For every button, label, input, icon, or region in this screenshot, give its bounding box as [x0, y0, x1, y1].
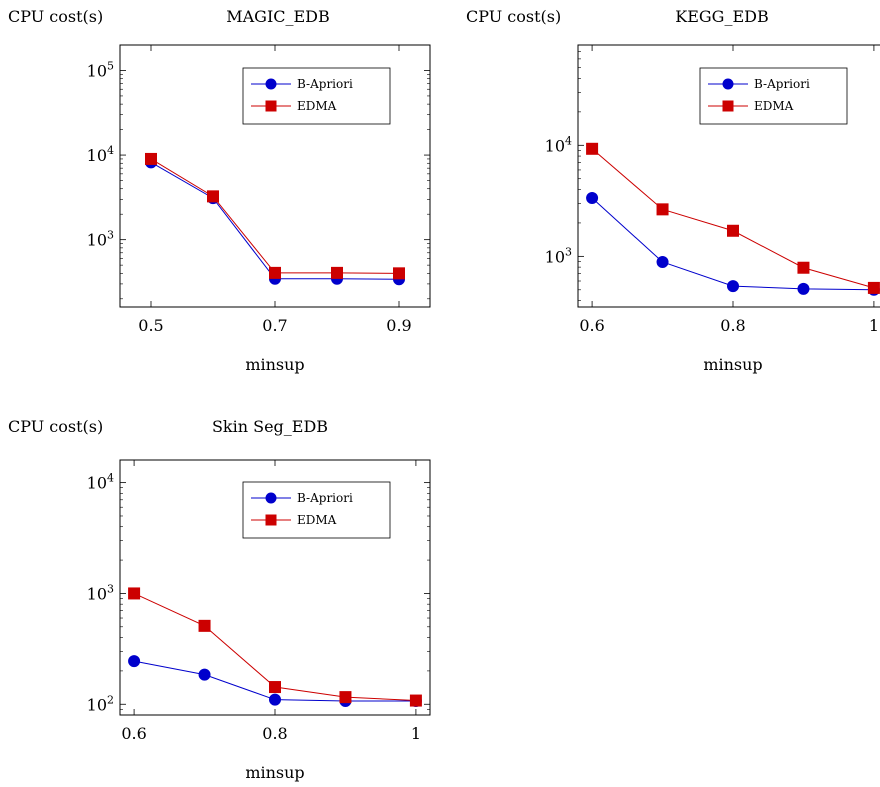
legend-label-b-apriori: B-Apriori [297, 491, 353, 505]
series-b-apriori [586, 192, 880, 296]
legend-box [242, 481, 391, 539]
y-tick-label: 103 [87, 582, 114, 603]
series-line-edma [150, 158, 400, 274]
x-tick-label: 0.9 [386, 316, 411, 335]
data-point-edma [145, 152, 157, 165]
x-axis-label: minsup [245, 355, 304, 374]
y-axis-label: CPU cost(s) [466, 7, 561, 26]
legend-marker-edma [722, 100, 734, 112]
data-point-edma [867, 281, 880, 294]
data-point-b-apriori [198, 668, 211, 681]
legend-box [699, 67, 848, 125]
x-tick-label: 0.6 [579, 316, 604, 335]
data-point-b-apriori [727, 280, 739, 293]
data-point-edma [128, 587, 141, 600]
data-point-edma [207, 190, 219, 203]
series-line-b-apriori [150, 161, 400, 280]
legend-box [242, 67, 391, 125]
series-edma [128, 587, 422, 707]
x-tick-label: 0.8 [720, 316, 745, 335]
chart-title: Skin Seg_EDB [212, 417, 328, 436]
data-point-b-apriori [128, 655, 141, 668]
legend-label-edma: EDMA [297, 513, 337, 527]
y-axis-label: CPU cost(s) [8, 7, 103, 26]
x-axis-label: minsup [703, 355, 762, 374]
series-line-edma [591, 148, 875, 289]
legend-marker-edma [265, 514, 277, 526]
series-edma [586, 142, 880, 294]
y-tick-label: 102 [87, 693, 114, 714]
legend: B-Apriori EDMA [242, 481, 391, 539]
data-point-edma [797, 261, 810, 274]
data-point-edma [339, 691, 352, 704]
legend-marker-edma [265, 100, 277, 112]
x-tick-label: 0.7 [262, 316, 287, 335]
chart-title: KEGG_EDB [675, 7, 768, 26]
data-point-edma [656, 203, 669, 216]
y-tick-label: 105 [87, 59, 114, 80]
legend-marker-b-apriori [265, 492, 277, 504]
y-tick-label: 103 [87, 229, 114, 250]
series-b-apriori [145, 156, 405, 286]
data-point-edma [393, 267, 405, 280]
legend: B-Apriori EDMA [699, 67, 848, 125]
y-tick-label: 104 [87, 472, 114, 493]
legend-label-b-apriori: B-Apriori [754, 77, 810, 91]
x-tick-label: 1 [411, 724, 421, 743]
y-tick-label: 104 [545, 134, 572, 155]
y-tick-label: 103 [545, 245, 572, 266]
data-point-b-apriori [797, 282, 810, 295]
x-tick-label: 1 [869, 316, 879, 335]
legend-marker-b-apriori [265, 78, 277, 90]
data-point-edma [269, 266, 281, 279]
data-point-b-apriori [656, 255, 669, 268]
data-point-edma [586, 142, 599, 155]
chart-panel-1: 103 104 105 0.5 0.7 0.9 CPU cost(s) MAGIC_EDBmi… [8, 7, 431, 374]
data-point-b-apriori [269, 693, 281, 706]
y-tick-label: 104 [87, 144, 114, 165]
series-edma [145, 152, 405, 280]
x-tick-label: 0.6 [121, 724, 146, 743]
data-point-edma [331, 266, 343, 279]
legend-label-b-apriori: B-Apriori [297, 77, 353, 91]
y-axis-label: CPU cost(s) [8, 417, 103, 436]
data-point-edma [198, 619, 211, 632]
legend-label-edma: EDMA [754, 99, 794, 113]
x-tick-label: 0.5 [138, 316, 163, 335]
data-point-edma [269, 681, 281, 694]
legend-label-edma: EDMA [297, 99, 337, 113]
legend: B-Apriori EDMA [242, 67, 391, 125]
data-point-edma [727, 224, 739, 237]
chart-panel-3: 102 103 104 0.6 0.8 1 CPU cost(s) Skin Seg_EDBm… [8, 417, 431, 782]
x-axis-label: minsup [245, 763, 304, 782]
chart-title: MAGIC_EDB [226, 7, 330, 26]
x-tick-label: 0.8 [262, 724, 287, 743]
legend-marker-b-apriori [722, 78, 734, 90]
data-point-b-apriori [586, 192, 599, 205]
data-point-edma [409, 694, 422, 707]
